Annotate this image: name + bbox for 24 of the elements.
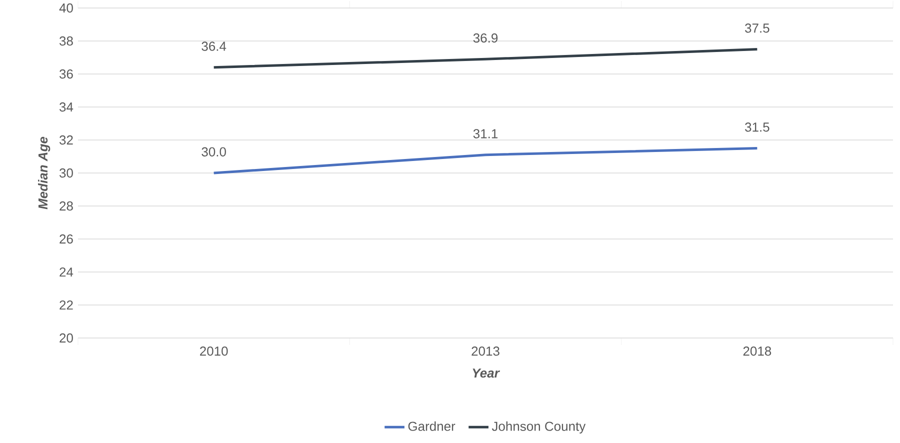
data-label: 36.4 [202, 42, 226, 51]
x-axis-title: Year [472, 368, 500, 378]
y-tick-label: 20 [60, 333, 73, 343]
y-tick-label: 26 [60, 234, 73, 244]
y-tick-label: 22 [60, 300, 73, 310]
data-label: 31.5 [745, 122, 770, 132]
y-tick-label: 24 [60, 267, 74, 277]
y-tick-label: 38 [60, 36, 73, 46]
legend-label: Johnson County [492, 421, 586, 434]
legend-label: Gardner [408, 421, 456, 431]
data-label: 30.0 [202, 147, 226, 156]
y-tick-label: 32 [60, 135, 73, 145]
y-tick-label: 28 [60, 201, 73, 211]
x-tick-label: 2018 [743, 346, 772, 356]
y-tick-label: 30 [60, 168, 73, 178]
data-label: 37.5 [745, 24, 770, 33]
y-tick-label: 34 [60, 102, 74, 112]
x-tick-label: 2013 [472, 346, 500, 356]
y-tick-label: 40 [59, 3, 73, 13]
y-tick-label: 36 [60, 69, 73, 79]
data-label: 36.9 [473, 33, 498, 43]
data-label: 31.1 [473, 129, 498, 138]
x-tick-label: 2010 [200, 346, 228, 356]
y-axis-title: Median Age [38, 136, 50, 210]
